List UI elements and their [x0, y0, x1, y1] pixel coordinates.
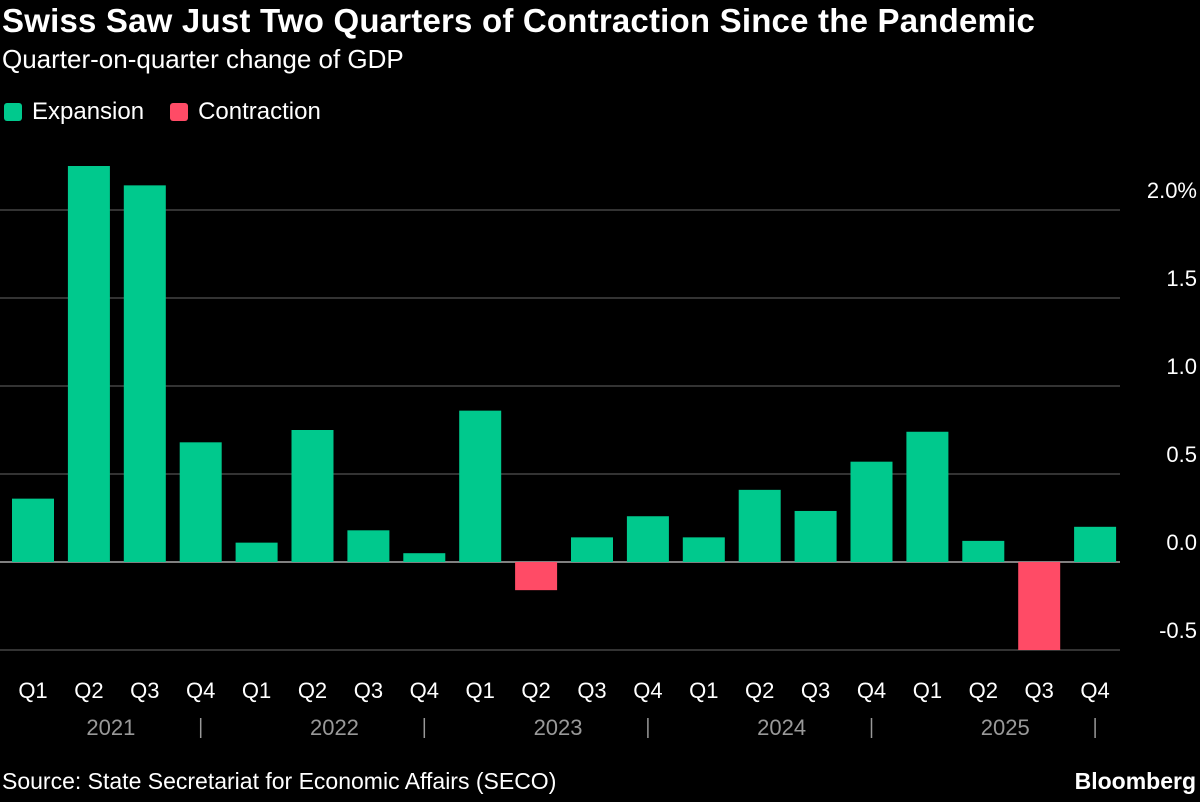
bar	[682, 537, 725, 562]
legend-label-expansion: Expansion	[32, 98, 145, 125]
bar	[738, 489, 781, 562]
legend-item-expansion: Expansion	[4, 98, 144, 126]
x-tick-label: Q2	[969, 678, 998, 703]
x-tick-label: Q4	[857, 678, 886, 703]
x-tick-label: Q3	[577, 678, 606, 703]
y-tick-label: -0.5	[1159, 618, 1197, 643]
bar	[459, 410, 502, 562]
year-label: 2025	[981, 715, 1030, 740]
year-label: 2022	[310, 715, 359, 740]
x-tick-label: Q3	[1025, 678, 1054, 703]
bar	[12, 498, 54, 562]
x-tick-label: Q1	[689, 678, 718, 703]
legend-label-contraction: Contraction	[198, 98, 321, 125]
expansion-swatch	[4, 103, 22, 121]
x-tick-label: Q2	[745, 678, 774, 703]
x-tick-label: Q2	[521, 678, 550, 703]
bar	[179, 442, 222, 562]
bar	[67, 166, 110, 562]
bar-chart: -0.5 0.0 0.5 1.0 1.5 2.0% Q1 Q2 Q3 Q4 Q1 Q2 Q3 Q4 Q1 Q2…	[0, 166, 1197, 740]
x-tick-label: Q3	[130, 678, 159, 703]
contraction-swatch	[170, 103, 189, 121]
y-tick-label: 1.5	[1166, 266, 1197, 291]
x-tick-label: Q4	[410, 678, 439, 703]
x-tick-label: Q1	[466, 678, 495, 703]
bar	[1018, 562, 1061, 650]
x-tick-label: Q4	[633, 678, 662, 703]
y-tick-label: 0.5	[1166, 442, 1197, 467]
chart-subtitle: Quarter-on-quarter change of GDP	[2, 44, 404, 74]
year-label: 2024	[757, 715, 806, 740]
y-tick-label: 1.0	[1166, 354, 1197, 379]
bar	[1074, 526, 1117, 562]
bar	[626, 516, 669, 562]
bloomberg-logo: Bloomberg	[1074, 768, 1196, 794]
x-tick-label: Q3	[801, 678, 830, 703]
bar	[906, 431, 949, 562]
x-tick-label: Q1	[242, 678, 271, 703]
bar	[794, 510, 837, 562]
source-note: Source: State Secretariat for Economic A…	[2, 768, 557, 794]
bar	[962, 540, 1005, 562]
bar	[291, 430, 334, 562]
bar	[123, 185, 166, 563]
legend: Expansion Contraction	[4, 98, 321, 126]
y-tick-label: 2.0%	[1147, 178, 1197, 203]
x-tick-label: Q4	[1080, 678, 1109, 703]
x-tick-label: Q1	[913, 678, 942, 703]
year-label: 2023	[534, 715, 583, 740]
x-tick-label: Q4	[186, 678, 215, 703]
bar	[235, 542, 278, 562]
bar	[403, 553, 446, 562]
chart-title: Swiss Saw Just Two Quarters of Contracti…	[2, 2, 1035, 39]
x-tick-label: Q3	[354, 678, 383, 703]
x-tick-label: Q1	[18, 678, 47, 703]
bar	[347, 530, 390, 562]
x-tick-label: Q2	[298, 678, 327, 703]
year-label: 2021	[86, 715, 135, 740]
y-tick-label: 0.0	[1166, 530, 1197, 555]
legend-item-contraction: Contraction	[170, 98, 321, 126]
x-tick-label: Q2	[74, 678, 103, 703]
bar	[850, 461, 893, 562]
bar	[571, 537, 613, 562]
bar	[515, 562, 558, 591]
